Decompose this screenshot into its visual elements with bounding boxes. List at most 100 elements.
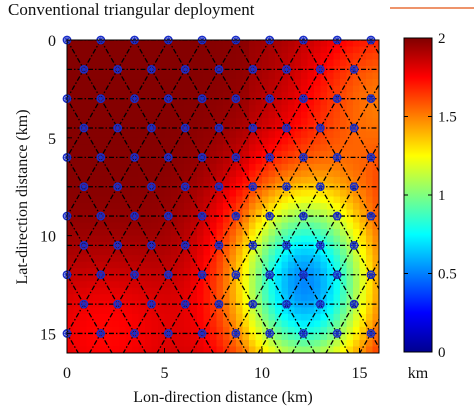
heatmap-cell	[327, 216, 335, 224]
heatmap-cell	[314, 203, 322, 211]
heatmap-cell	[210, 326, 218, 335]
heatmap-cell	[236, 40, 244, 48]
heatmap-cell	[112, 196, 120, 204]
heatmap-cell	[359, 196, 367, 204]
heatmap-cell	[125, 229, 133, 237]
heatmap-cell	[145, 255, 153, 263]
heatmap-cell	[366, 85, 374, 93]
heatmap-cell	[73, 144, 81, 152]
heatmap-cell	[359, 144, 367, 152]
heatmap-cell	[138, 235, 146, 243]
heatmap-cell	[184, 209, 192, 217]
heatmap-cell	[268, 85, 276, 93]
heatmap-cell	[190, 105, 198, 113]
heatmap-cell	[255, 157, 263, 165]
heatmap-cell	[255, 144, 263, 152]
heatmap-cell	[359, 176, 367, 185]
heatmap-cell	[294, 53, 302, 61]
heatmap-cell	[125, 189, 133, 198]
heatmap-cell	[132, 229, 140, 237]
heatmap-cell	[262, 157, 270, 165]
heatmap-cell	[106, 170, 114, 178]
heatmap-cell	[119, 40, 127, 48]
heatmap-cell	[255, 313, 263, 321]
heatmap-cell	[73, 216, 81, 224]
heatmap-cell	[314, 300, 322, 308]
heatmap-cell	[268, 307, 276, 315]
heatmap-cell	[229, 261, 237, 269]
heatmap-cell	[242, 268, 250, 276]
heatmap-cell	[340, 137, 348, 145]
heatmap-cell	[210, 222, 218, 230]
heatmap-cell	[320, 235, 328, 243]
heatmap-cell	[184, 222, 192, 230]
heatmap-cell	[359, 105, 367, 113]
heatmap-cell	[125, 248, 133, 256]
heatmap-cell	[106, 85, 114, 93]
heatmap-cell	[275, 157, 283, 165]
heatmap-cell	[190, 79, 198, 87]
heatmap-cell	[119, 85, 127, 93]
heatmap-cell	[327, 157, 335, 165]
heatmap-cell	[249, 163, 257, 172]
heatmap-cell	[158, 203, 166, 211]
heatmap-cell	[255, 281, 263, 289]
heatmap-cell	[210, 196, 218, 204]
heatmap-cell	[340, 248, 348, 256]
heatmap-cell	[145, 131, 153, 139]
heatmap-cell	[294, 98, 302, 106]
heatmap-cell	[223, 98, 231, 106]
heatmap-cell	[333, 189, 341, 198]
heatmap-cell	[236, 294, 244, 302]
heatmap-cell	[171, 98, 179, 106]
heatmap-cell	[73, 85, 81, 93]
mesh-edge	[100, 40, 282, 353]
heatmap-cell	[86, 131, 94, 139]
heatmap-cell	[158, 105, 166, 113]
heatmap-cell	[359, 261, 367, 269]
heatmap-cell	[86, 111, 94, 119]
heatmap-cell	[80, 255, 88, 263]
heatmap-cell	[353, 59, 361, 67]
heatmap-cell	[112, 346, 120, 353]
heatmap-cell	[138, 209, 146, 217]
sensor-node	[231, 270, 241, 280]
heatmap-cell	[99, 85, 107, 93]
heatmap-cell	[190, 98, 198, 106]
heatmap-cell	[327, 248, 335, 256]
heatmap-cell	[197, 118, 205, 126]
heatmap-cell	[93, 261, 101, 269]
heatmap-cell	[320, 261, 328, 269]
heatmap-cell	[288, 176, 296, 185]
heatmap-cell	[301, 105, 309, 113]
sensor-node	[163, 329, 173, 338]
sensor-node	[96, 152, 106, 162]
heatmap-cell	[145, 268, 153, 276]
heatmap-cell	[249, 40, 257, 48]
heatmap-cell	[138, 287, 146, 295]
heatmap-cell	[164, 79, 172, 87]
heatmap-cell	[125, 307, 133, 315]
heatmap-cell	[73, 183, 81, 191]
heatmap-cell	[171, 72, 179, 80]
heatmap-cell	[177, 150, 185, 158]
heatmap-cell	[229, 131, 237, 139]
heatmap-cell	[119, 346, 127, 353]
heatmap-cell	[106, 98, 114, 106]
heatmap-cell	[229, 124, 237, 132]
heatmap-cell	[346, 235, 354, 243]
heatmap-cell	[372, 294, 379, 302]
heatmap-cell	[268, 131, 276, 139]
heatmap-cell	[314, 339, 322, 348]
heatmap-cell	[106, 268, 114, 276]
heatmap-cell	[372, 222, 379, 230]
sensor-node	[265, 329, 275, 338]
heatmap-cell	[106, 222, 114, 230]
heatmap-cell	[262, 255, 270, 263]
heatmap-cell	[229, 66, 237, 74]
heatmap-cell	[340, 40, 348, 48]
sensor-node	[79, 123, 89, 133]
heatmap-cell	[327, 111, 335, 119]
heatmap-cell	[327, 98, 335, 106]
heatmap-cell	[314, 40, 322, 48]
